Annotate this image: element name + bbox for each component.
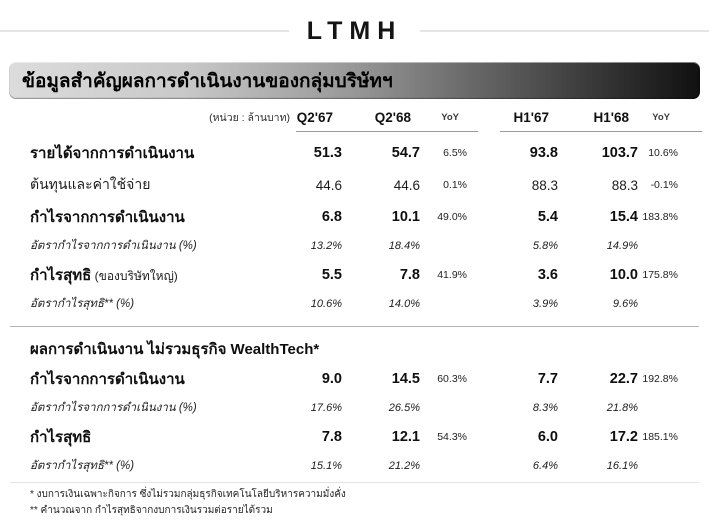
footnote-divider <box>10 482 699 483</box>
value-cell: 21.2% <box>388 460 420 472</box>
value-cell: 13.2% <box>310 240 342 252</box>
row-label: อัตรากำไรสุทธิ** (%) <box>30 298 135 310</box>
table-row: อัตรากำไรจากการดำเนินงาน (%) 13.2% 18.4% 5.… <box>0 233 709 259</box>
value-cell: 14.0% <box>388 298 420 310</box>
table-row: อัตรากำไรสุทธิ** (%) 10.6% 14.0% 3.9% 9.6% <box>0 291 709 317</box>
banner-title: ข้อมูลสำคัญผลการดำเนินงานของกลุ่มบริษัทฯ <box>22 70 393 92</box>
page: LTMH ข้อมูลสำคัญผลการดำเนินงานของกลุ่มบร… <box>0 16 709 517</box>
row-label: อัตรากำไรสุทธิ** (%) <box>30 460 135 472</box>
yoy-cell: 49.0% <box>437 211 467 223</box>
value-cell: 93.8 <box>529 145 558 161</box>
yoy-cell: 60.3% <box>437 373 467 385</box>
value-cell: 10.6% <box>310 298 342 310</box>
value-cell: 14.5 <box>391 371 420 387</box>
yoy-cell: 10.6% <box>648 147 678 159</box>
header-underline-left <box>296 131 478 132</box>
value-cell: 5.8% <box>532 240 558 252</box>
value-cell: 54.7 <box>391 145 420 161</box>
value-cell: 88.3 <box>611 177 638 193</box>
table-row: รายได้จากการดำเนินงาน 51.3 54.7 6.5% 93.8 103… <box>0 137 709 169</box>
value-cell: 17.2 <box>609 429 638 445</box>
column-header-yoy-q: YoY <box>441 111 459 123</box>
table-header-row: (หน่วย : ล้านบาท) Q2'67 Q2'68 YoY H1'67 … <box>0 102 709 132</box>
yoy-cell: 6.5% <box>443 147 467 159</box>
row-label: กำไรจากการดำเนินงาน <box>30 371 185 388</box>
value-cell: 5.4 <box>537 209 558 225</box>
value-cell: 15.4 <box>609 209 638 225</box>
table-row: กำไรจากการดำเนินงาน 6.8 10.1 49.0% 5.4 15.4 18… <box>0 201 709 233</box>
value-cell: 51.3 <box>313 145 342 161</box>
unit-label: (หน่วย : ล้านบาท) <box>209 111 290 124</box>
column-header-q2-68: Q2'68 <box>374 109 411 125</box>
row-label: กำไรสุทธิ (ของบริษัทใหญ่) <box>30 267 178 284</box>
value-cell: 44.6 <box>393 177 420 193</box>
row-label: กำไรจากการดำเนินงาน <box>30 209 185 226</box>
value-cell: 8.3% <box>532 402 558 414</box>
value-cell: 3.6 <box>537 267 558 283</box>
table-row: กำไรจากการดำเนินงาน 9.0 14.5 60.3% 7.7 22.7 19… <box>0 363 709 395</box>
table-row: ต้นทุนและค่าใช้จ่าย 44.6 44.6 0.1% 88.3 88.3-… <box>0 169 709 201</box>
table-row: กำไรสุทธิ 7.8 12.1 54.3% 6.0 17.2 185.1% <box>0 421 709 453</box>
value-cell: 9.6% <box>612 298 638 310</box>
value-cell: 6.8 <box>321 209 342 225</box>
value-cell: 44.6 <box>315 177 342 193</box>
value-cell: 12.1 <box>391 429 420 445</box>
row-label: รายได้จากการดำเนินงาน <box>30 145 195 162</box>
row-label: กำไรสุทธิ <box>30 429 92 446</box>
value-cell: 6.0 <box>537 429 558 445</box>
column-header-yoy-h: YoY <box>652 111 670 123</box>
column-header-h1-67: H1'67 <box>513 109 549 125</box>
table-row: อัตรากำไรสุทธิ** (%) 15.1% 21.2% 6.4% 16.1% <box>0 453 709 479</box>
footnote-2: ** คำนวณจาก กำไรสุทธิจากงบการเงินรวมต่อร… <box>30 505 273 516</box>
column-header-q2-67: Q2'67 <box>296 109 333 125</box>
page-title: LTMH <box>306 17 403 45</box>
row-sublabel: (ของบริษัทใหญ่) <box>91 269 178 283</box>
value-cell: 7.8 <box>399 267 420 283</box>
yoy-cell: -0.1% <box>650 179 678 191</box>
yoy-cell: 0.1% <box>443 179 467 191</box>
value-cell: 16.1% <box>606 460 638 472</box>
value-cell: 3.9% <box>532 298 558 310</box>
table-row: อัตรากำไรจากการดำเนินงาน (%) 17.6% 26.5% 8.… <box>0 395 709 421</box>
value-cell: 7.8 <box>321 429 342 445</box>
row-label: อัตรากำไรจากการดำเนินงาน (%) <box>30 402 197 414</box>
value-cell: 5.5 <box>321 267 342 283</box>
yoy-cell: 41.9% <box>437 269 467 281</box>
header-underline-right <box>500 131 702 132</box>
yoy-cell: 192.8% <box>642 373 678 385</box>
footnote-1: * งบการเงินเฉพาะกิจการ ซึ่งไม่รวมกลุ่มธุ… <box>30 489 346 500</box>
value-cell: 15.1% <box>310 460 342 472</box>
yoy-cell: 183.8% <box>642 211 678 223</box>
section-banner: ข้อมูลสำคัญผลการดำเนินงานของกลุ่มบริษัทฯ <box>9 62 700 99</box>
value-cell: 9.0 <box>321 371 342 387</box>
value-cell: 7.7 <box>537 371 558 387</box>
table-body: รายได้จากการดำเนินงาน 51.3 54.7 6.5% 93.8 103… <box>0 137 709 479</box>
value-cell: 10.1 <box>391 209 420 225</box>
yoy-cell: 185.1% <box>642 431 678 443</box>
value-cell: 17.6% <box>310 402 342 414</box>
value-cell: 14.9% <box>606 240 638 252</box>
column-header-h1-68: H1'68 <box>593 109 629 125</box>
value-cell: 26.5% <box>388 402 420 414</box>
value-cell: 6.4% <box>532 460 558 472</box>
footnotes: * งบการเงินเฉพาะกิจการ ซึ่งไม่รวมกลุ่มธุ… <box>0 486 709 517</box>
yoy-cell: 175.8% <box>642 269 678 281</box>
header-rule-right <box>420 30 709 32</box>
value-cell: 22.7 <box>609 371 638 387</box>
value-cell: 10.0 <box>609 267 638 283</box>
value-cell: 21.8% <box>606 402 638 414</box>
header-rule-left <box>0 30 289 32</box>
results-table: (หน่วย : ล้านบาท) Q2'67 Q2'68 YoY H1'67 … <box>0 102 709 479</box>
yoy-cell: 54.3% <box>437 431 467 443</box>
value-cell: 18.4% <box>388 240 420 252</box>
section-divider <box>10 326 699 327</box>
page-header: LTMH <box>0 16 709 46</box>
value-cell: 88.3 <box>531 177 558 193</box>
table-row: กำไรสุทธิ (ของบริษัทใหญ่) 5.5 7.8 41.9% 3.6 1… <box>0 259 709 291</box>
value-cell: 103.7 <box>601 145 638 161</box>
row-label: อัตรากำไรจากการดำเนินงาน (%) <box>30 240 197 252</box>
row-label: ต้นทุนและค่าใช้จ่าย <box>30 176 151 192</box>
section-header: ผลการดำเนินงาน ไม่รวมธุรกิจ WealthTech* <box>30 341 320 358</box>
